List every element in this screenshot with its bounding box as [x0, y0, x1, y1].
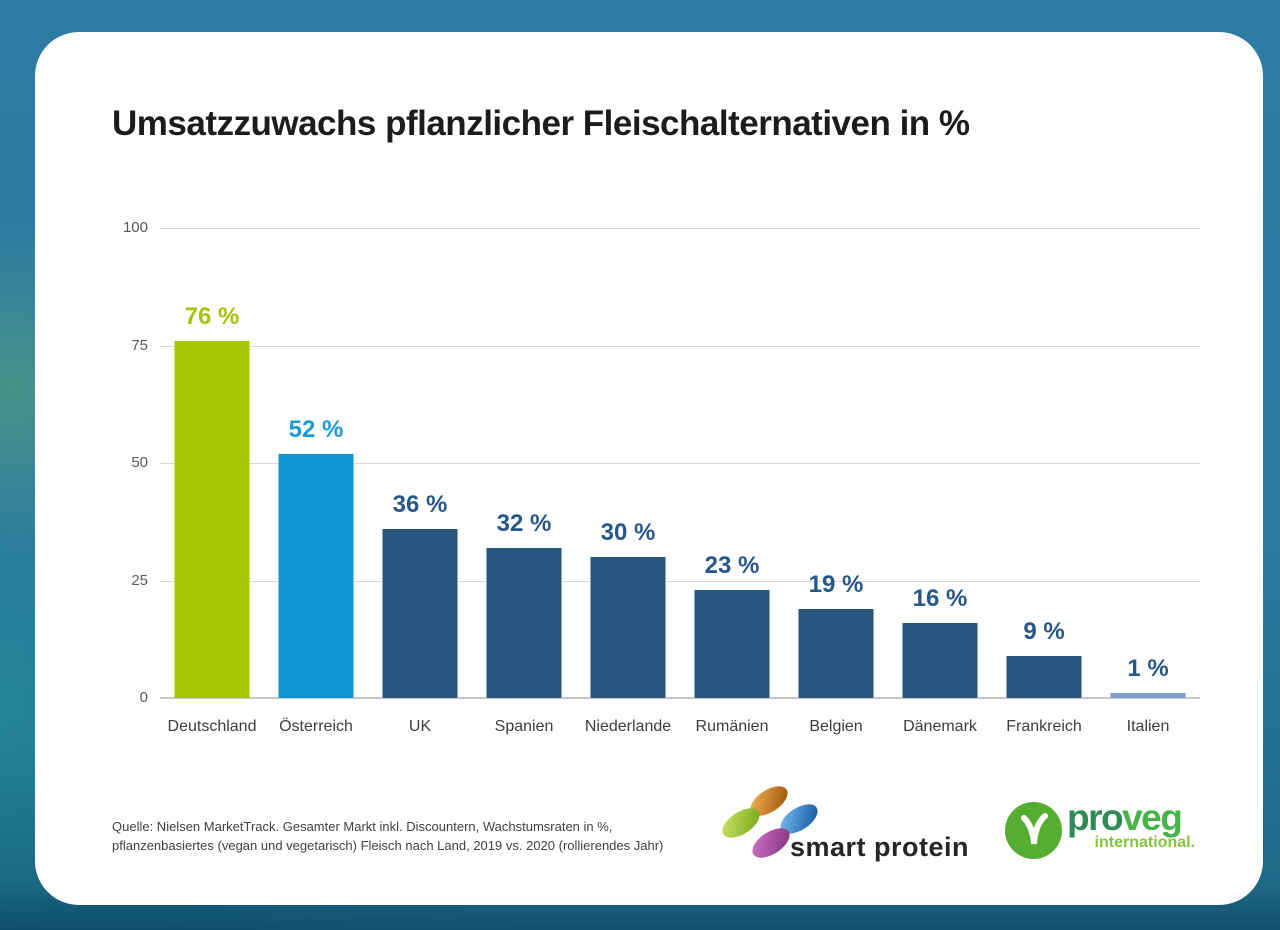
bar — [278, 454, 354, 698]
bar-category-label: Dänemark — [903, 718, 977, 735]
proveg-logo: proveg international. — [1005, 796, 1225, 901]
bar — [382, 529, 458, 698]
bar-category-label: Spanien — [494, 718, 554, 735]
gridline-25 — [160, 580, 1200, 582]
bar — [798, 609, 874, 698]
bar — [174, 341, 250, 698]
source-line-2: pflanzenbasiertes (vegan und vegetarisch… — [112, 837, 664, 853]
y-tick-label-75: 75 — [131, 336, 148, 354]
bar-category-label: Niederlande — [584, 718, 672, 735]
infographic-card: Umsatzzuwachs pflanzlicher Fleischaltern… — [35, 32, 1263, 905]
bar-group: 1 % Italien — [1096, 228, 1200, 735]
bar-category-label: Österreich — [279, 718, 353, 735]
bar-category-label: Frankreich — [1006, 718, 1082, 735]
bar-category-label: UK — [408, 718, 432, 735]
bar-group: 76 % Deutschland — [160, 228, 264, 735]
gridline-50 — [160, 463, 1200, 464]
source-note: Quelle: Nielsen MarketTrack. Gesamter Ma… — [112, 818, 663, 856]
smart-protein-wordmark: smart protein — [790, 832, 970, 862]
source-line-1: Quelle: Nielsen MarketTrack. Gesamter Ma… — [112, 819, 613, 834]
bar-group: 30 % Niederlande — [576, 228, 680, 735]
bar-group: 52 % Österreich — [264, 228, 368, 735]
bar — [694, 590, 770, 698]
smart-protein-logo: smart protein — [717, 780, 1012, 878]
bar-chart: 0 25 50 75 100 76 % Deutschland 52 % Österreich… — [112, 219, 1200, 773]
proveg-international-text: international. — [1094, 834, 1195, 852]
bar — [1006, 656, 1082, 698]
bar-value-label: 9 % — [1023, 618, 1065, 645]
bar — [902, 623, 978, 698]
bar-category-label: Deutschland — [167, 718, 257, 735]
bar-category-label: Belgien — [809, 718, 863, 735]
bar-category-label: Italien — [1126, 718, 1170, 735]
proveg-pro-text: pro — [1067, 797, 1124, 838]
proveg-wordmark: proveg international. — [1067, 796, 1195, 852]
bar-value-label: 30 % — [600, 519, 656, 546]
bar-value-label: 76 % — [184, 303, 240, 330]
y-tick-label-25: 25 — [131, 571, 148, 589]
bar-value-label: 52 % — [288, 416, 344, 443]
bar-value-label: 32 % — [496, 510, 552, 537]
bars: 76 % Deutschland 52 % Österreich 36 % UK 32 % S… — [160, 228, 1200, 735]
proveg-leaf-icon — [1005, 802, 1062, 859]
bar-group: 32 % Spanien — [472, 228, 576, 735]
bar-value-label: 1 % — [1127, 655, 1169, 682]
plot-area: 76 % Deutschland 52 % Österreich 36 % UK 32 % S… — [160, 228, 1200, 735]
bar — [486, 548, 562, 698]
bar-value-label: 36 % — [392, 491, 448, 518]
bar-group: 19 % Belgien — [784, 228, 888, 735]
y-tick-label-100: 100 — [122, 219, 148, 236]
bar-category-label: Rumänien — [695, 718, 769, 735]
gridline-0 — [160, 697, 1200, 699]
bar-value-label: 16 % — [912, 585, 968, 612]
leaf-v-icon — [1020, 812, 1048, 844]
bar — [590, 557, 666, 698]
bar-value-label: 23 % — [704, 552, 760, 579]
bar-group: 9 % Frankreich — [992, 228, 1096, 735]
bar-value-label: 19 % — [808, 571, 864, 598]
proveg-veg-text: veg — [1122, 797, 1183, 838]
gridline-75 — [160, 345, 1200, 347]
bar — [1110, 693, 1186, 698]
chart-title: Umsatzzuwachs pflanzlicher Fleischaltern… — [112, 104, 970, 143]
bar-group: 36 % UK — [368, 228, 472, 735]
y-tick-label-50: 50 — [131, 454, 148, 471]
bar-group: 23 % Rumänien — [680, 228, 784, 735]
gridline-100 — [160, 228, 1200, 229]
y-axis: 0 25 50 75 100 — [112, 219, 148, 706]
bar-group: 16 % Dänemark — [888, 228, 992, 735]
y-tick-label-0: 0 — [139, 689, 148, 706]
